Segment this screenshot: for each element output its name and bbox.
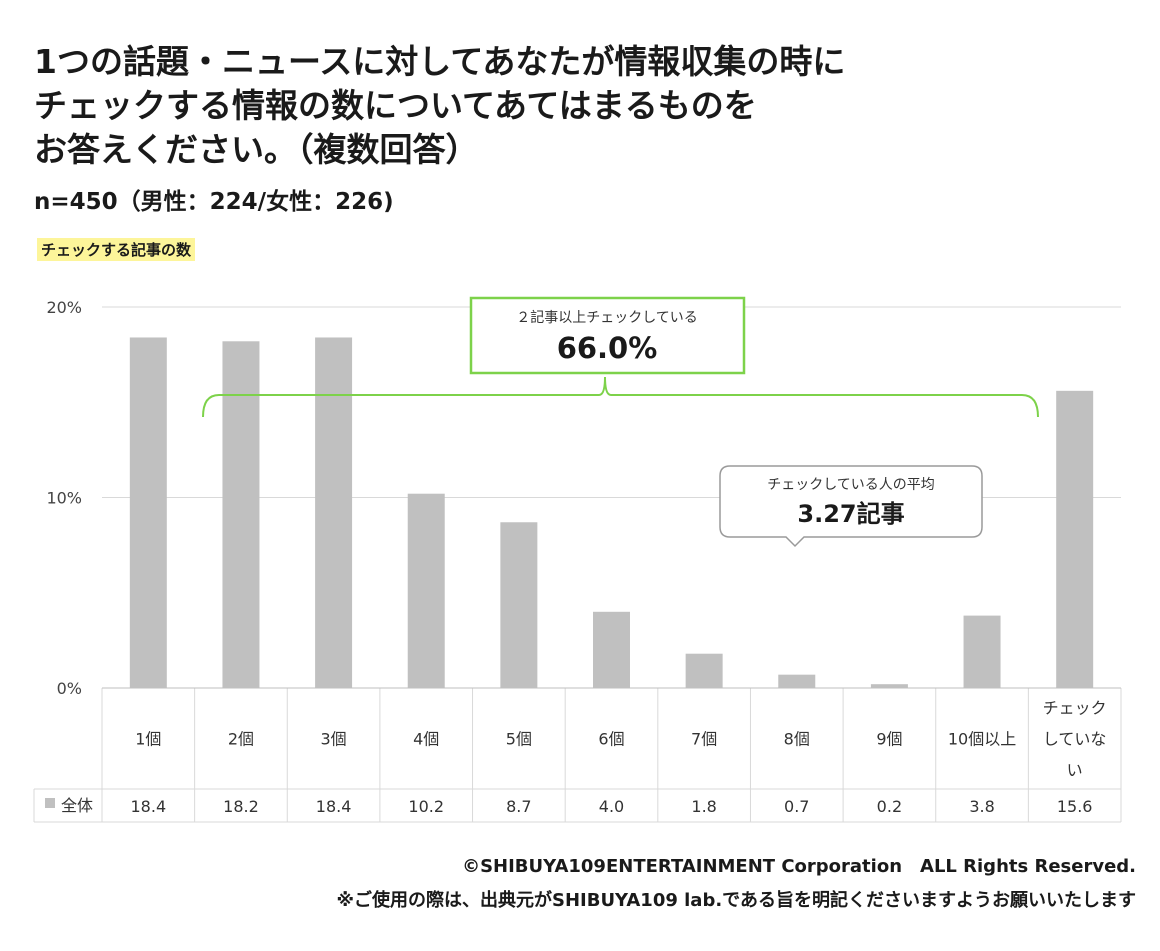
x-category-label: していな xyxy=(1043,730,1107,749)
bar-1 xyxy=(129,337,167,688)
x-category-label: 8個 xyxy=(784,730,810,749)
y-tick-label: 10% xyxy=(46,489,82,508)
range-callout-caption: ２記事以上チェックしている xyxy=(516,309,698,326)
data-value-label: 0.7 xyxy=(784,797,809,816)
title-line-3: お答えください。（複数回答） xyxy=(34,130,479,169)
data-value-label: 4.0 xyxy=(599,797,624,816)
bar-5 xyxy=(500,522,538,688)
usage-note: ※ご使用の際は、出典元がSHIBUYA109 lab.である旨を明記くださいます… xyxy=(336,890,1137,911)
x-category-label: 9個 xyxy=(876,730,902,749)
title-line-1: 1つの話題・ニュースに対してあなたが情報収集の時に xyxy=(34,42,846,81)
legend-label: 全体 xyxy=(61,796,93,815)
bar-6 xyxy=(593,611,630,688)
copyright: ©SHIBUYA109ENTERTAINMENT Corporation ALL… xyxy=(462,856,1136,877)
x-category-label: チェック xyxy=(1043,699,1107,718)
legend-swatch xyxy=(45,798,55,808)
average-callout-value: 3.27記事 xyxy=(797,500,904,528)
bar-11 xyxy=(1056,390,1094,688)
range-callout-value: 66.0% xyxy=(557,331,658,365)
x-category-label: 7個 xyxy=(691,730,717,749)
x-category-label: 10個以上 xyxy=(948,730,1016,749)
data-value-label: 0.2 xyxy=(877,797,902,816)
x-category-label: 5個 xyxy=(506,730,532,749)
x-category-label: 6個 xyxy=(598,730,624,749)
x-category-label: 4個 xyxy=(413,730,439,749)
x-category-label: 1個 xyxy=(135,730,161,749)
data-value-label: 18.2 xyxy=(223,797,259,816)
bar-10 xyxy=(963,615,1001,688)
data-value-label: 18.4 xyxy=(131,797,167,816)
range-bracket xyxy=(202,376,1039,418)
chart-title: 1つの話題・ニュースに対してあなたが情報収集の時に チェックする情報の数について… xyxy=(34,40,1034,172)
data-value-label: 18.4 xyxy=(316,797,352,816)
section-label: チェックする記事の数 xyxy=(37,238,196,261)
y-tick-label: 20% xyxy=(46,298,82,317)
data-value-label: 8.7 xyxy=(506,797,531,816)
bar-8 xyxy=(778,674,816,688)
bar-4 xyxy=(407,493,445,688)
y-tick-label: 0% xyxy=(57,679,82,698)
sample-size: n=450（男性：224/女性：226) xyxy=(34,189,394,215)
data-value-label: 15.6 xyxy=(1057,797,1093,816)
x-category-label: 2個 xyxy=(228,730,254,749)
data-value-label: 10.2 xyxy=(408,797,444,816)
title-line-2: チェックする情報の数についてあてはまるものを xyxy=(34,86,757,125)
range-callout-box xyxy=(469,296,746,375)
x-category-label: い xyxy=(1067,761,1083,780)
bar-2 xyxy=(222,341,260,688)
data-value-label: 3.8 xyxy=(969,797,994,816)
average-callout-bubble xyxy=(719,465,983,548)
bar-3 xyxy=(315,337,353,688)
x-category-label: 3個 xyxy=(320,730,346,749)
bar-9 xyxy=(870,684,908,688)
bar-7 xyxy=(685,653,723,688)
data-value-label: 1.8 xyxy=(691,797,716,816)
average-callout-caption: チェックしている人の平均 xyxy=(767,477,935,493)
